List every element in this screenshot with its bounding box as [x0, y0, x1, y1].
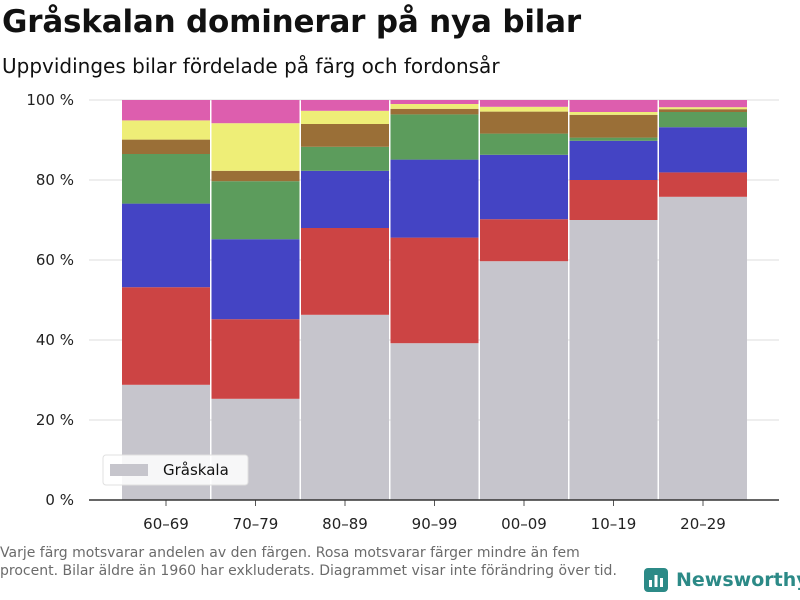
y-tick-label: 20 % [36, 411, 74, 429]
y-tick-label: 40 % [36, 331, 74, 349]
y-tick-label: 0 % [45, 491, 74, 509]
x-tick-label: 60–69 [143, 515, 189, 533]
bar-segment [211, 319, 300, 399]
bar-segment [480, 106, 568, 112]
bar-segment [211, 100, 300, 124]
bar-segment [659, 172, 747, 197]
bar-segment [569, 140, 658, 180]
bar-segment [569, 180, 658, 220]
bar-segment [659, 109, 747, 112]
y-tick-label: 60 % [36, 251, 74, 269]
bar-segment [122, 139, 210, 154]
x-tick-label: 20–29 [680, 515, 726, 533]
bar-segment [480, 100, 568, 107]
bar-segment [390, 237, 479, 344]
bar-segment [390, 114, 479, 160]
bar-segment [301, 110, 389, 124]
footer-note: Varje färg motsvarar andelen av den färg… [0, 545, 617, 579]
bar-segment [122, 120, 210, 140]
bar-segment [569, 137, 658, 141]
bar-segment [480, 154, 568, 220]
legend-box [102, 454, 249, 486]
y-tick-label: 80 % [36, 171, 74, 189]
bar-segment [659, 100, 747, 108]
bar-segment [480, 133, 568, 155]
bar-segment [569, 100, 658, 112]
bar-segment [569, 114, 658, 138]
brand-logo: Newsworthy [644, 568, 800, 592]
bar-segment [659, 127, 747, 173]
bar-segment [301, 170, 389, 228]
bar-segment [211, 123, 300, 171]
bar-segment [301, 146, 389, 171]
x-tick-label: 00–09 [501, 515, 547, 533]
bar-segment [480, 261, 568, 500]
legend-swatch [110, 464, 148, 476]
chart-title: Gråskalan dominerar på nya bilar [2, 4, 581, 40]
bar-segment [659, 112, 747, 128]
bar-segment [211, 181, 300, 240]
legend-label: Gråskala [163, 461, 229, 479]
brand-name: Newsworthy [676, 569, 800, 591]
bar-segment [480, 219, 568, 262]
bar-segment [122, 287, 210, 385]
bar-segment [211, 170, 300, 182]
chart-subtitle: Uppvidinges bilar fördelade på färg och … [2, 54, 500, 78]
x-tick-label: 80–89 [322, 515, 368, 533]
bar-segment [122, 203, 210, 288]
bar-segment [122, 100, 210, 121]
x-tick-label: 70–79 [233, 515, 279, 533]
x-tick-label: 10–19 [591, 515, 637, 533]
bar-segment [569, 220, 658, 500]
bar-segment [122, 154, 210, 204]
bar-segment [211, 239, 300, 320]
bar-segment [390, 343, 479, 500]
bar-segment [659, 107, 747, 110]
bar-segment [390, 100, 479, 104]
bar-segment [301, 100, 389, 111]
y-tick-label: 100 % [26, 91, 74, 109]
bar-chart-icon [644, 568, 668, 592]
bar-segment [390, 159, 479, 238]
bar-segment [301, 124, 389, 147]
bar-segment [659, 196, 747, 501]
bar-segment [301, 228, 389, 315]
x-tick-label: 90–99 [412, 515, 458, 533]
stacked-bar-chart: 60–69 70–79 80–89 90–99 00–09 10–19 20–29 0 % 20… [26, 91, 779, 533]
bar-segment [480, 111, 568, 134]
bar-segment [301, 314, 389, 500]
bar-segment [390, 108, 479, 115]
bar-segment [390, 104, 479, 109]
bar-segment [569, 112, 658, 115]
